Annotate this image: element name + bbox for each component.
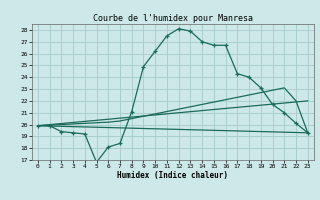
Title: Courbe de l'humidex pour Manresa: Courbe de l'humidex pour Manresa [93,14,253,23]
X-axis label: Humidex (Indice chaleur): Humidex (Indice chaleur) [117,171,228,180]
